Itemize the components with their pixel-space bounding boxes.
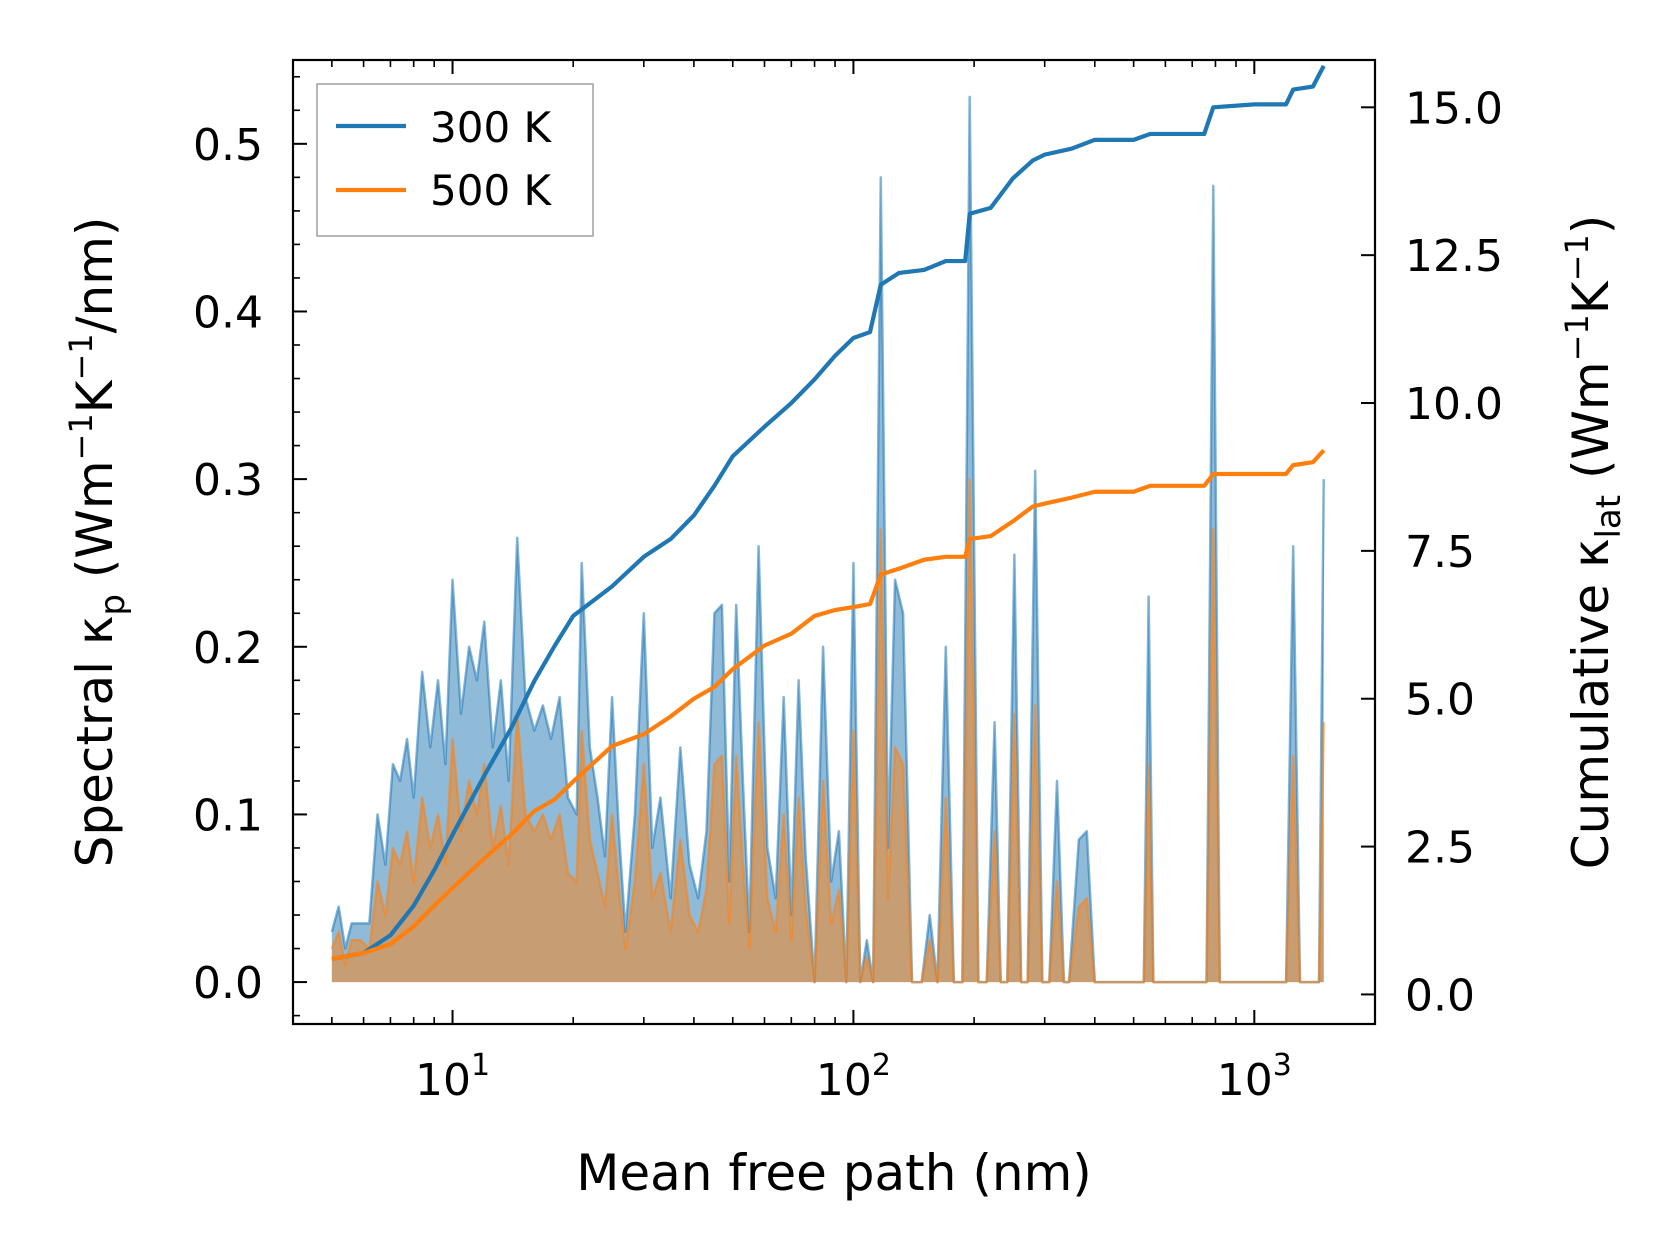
y-right-tick-label: 0.0 xyxy=(1405,970,1475,1021)
y-left-title-exponent-1: −1 xyxy=(62,413,100,460)
y-left-title-unit-open: (Wm xyxy=(66,460,124,594)
spectral-series-group xyxy=(330,95,1325,984)
y-right-title-subscript: lat xyxy=(1589,495,1629,539)
legend-label-500K: 500 K xyxy=(430,166,553,215)
y-axis-right-title: Cumulative κlat (Wm−1K−1) xyxy=(1558,215,1629,870)
cumulative-series-group xyxy=(331,64,1326,962)
y-left-title-subscript: p xyxy=(93,594,133,616)
legend-box xyxy=(316,83,594,237)
plot-frame xyxy=(291,58,1377,1026)
y-left-tick-label: 0.0 xyxy=(193,958,263,1009)
axis-ticks-group: 101 102 103 0.0 0.1 0.2 0.3 0.4 0.5 0.0 2.5 5.0 7.5 1… xyxy=(193,60,1503,1106)
y-right-title-exponent-1: −1 xyxy=(1558,314,1596,361)
y-right-title-unit-open: (Wm xyxy=(1562,361,1620,495)
y-right-tick-label: 12.5 xyxy=(1405,231,1503,282)
x-tick-label: 102 xyxy=(816,1048,891,1106)
y-right-tick-label: 7.5 xyxy=(1405,527,1475,578)
spectral-outline-300K xyxy=(330,95,1325,984)
y-left-tick-label: 0.3 xyxy=(193,455,263,506)
y-left-title-mid: K xyxy=(66,379,124,413)
legend: 300 K 500 K xyxy=(316,83,594,237)
y-right-tick-label: 2.5 xyxy=(1405,823,1475,874)
spectral-outline-500K xyxy=(330,477,1325,984)
cumulative-line-500K xyxy=(331,448,1326,962)
y-left-title-exponent-2: −1 xyxy=(62,333,100,380)
y-left-tick-label: 0.4 xyxy=(193,287,263,338)
plot-area xyxy=(330,64,1326,984)
y-right-tick-label: 15.0 xyxy=(1405,83,1503,134)
y-left-tick-label: 0.5 xyxy=(193,120,263,171)
cumulative-line-300K xyxy=(331,64,1326,962)
y-left-title-prefix: Spectral κ xyxy=(66,616,124,868)
x-tick-label: 103 xyxy=(1217,1048,1292,1106)
y-right-tick-label: 10.0 xyxy=(1405,379,1503,430)
spectral-area-500K xyxy=(331,479,1324,983)
y-right-title-prefix: Cumulative κ xyxy=(1562,539,1620,870)
legend-label-300K: 300 K xyxy=(430,103,553,152)
x-tick-label: 101 xyxy=(415,1048,490,1106)
y-left-tick-label: 0.1 xyxy=(193,790,263,841)
y-right-tick-label: 5.0 xyxy=(1405,675,1475,726)
y-right-title-mid: K xyxy=(1562,280,1620,314)
y-right-title-exponent-2: −1 xyxy=(1558,234,1596,281)
y-right-title-unit-close: ) xyxy=(1562,215,1620,235)
y-left-tick-label: 0.2 xyxy=(193,623,263,674)
y-axis-left-title: Spectral κp (Wm−1K−1/nm) xyxy=(62,217,133,868)
x-axis-title: Mean free path (nm) xyxy=(576,1144,1092,1202)
y-left-title-unit-close: /nm) xyxy=(66,217,124,334)
